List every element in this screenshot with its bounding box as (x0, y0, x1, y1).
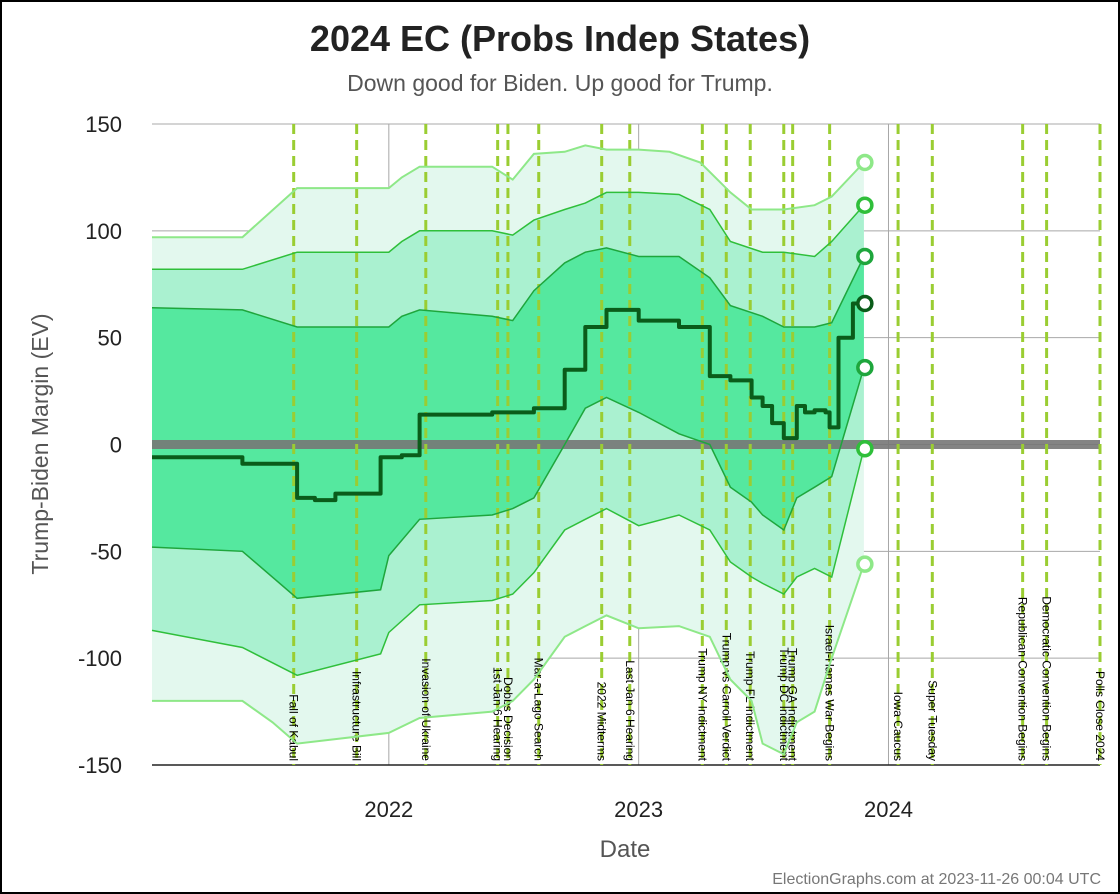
event-label: Mar-a-Lago Search (532, 658, 546, 761)
event-label: Trump NY Indictment (695, 648, 709, 761)
y-tick-label: -150 (78, 753, 122, 778)
chart-subtitle: Down good for Biden. Up good for Trump. (347, 70, 773, 96)
x-tick-label: 2023 (614, 797, 663, 822)
event-label: 2022 Midterms (595, 682, 609, 761)
event-label: Trump FL Indictment (743, 651, 757, 761)
event-label: Israel-Hamas War Begins (823, 625, 837, 761)
y-tick-label: 100 (85, 219, 122, 244)
event-label: Trump vs Carroll Verdict (719, 633, 733, 762)
event-label: Trump GA Indictment (786, 648, 800, 762)
endpoint-marker (856, 247, 874, 266)
center-margin-line (152, 301, 864, 503)
y-tick-label: 50 (98, 326, 122, 351)
endpoint-marker (856, 153, 874, 172)
x-tick-labels: 2022 2023 2024 (364, 797, 913, 822)
event-label: Republican Convention Begins (1016, 597, 1030, 761)
endpoint-marker (856, 196, 874, 214)
endpoint-marker (856, 358, 874, 377)
upper-inner-line (151, 247, 865, 328)
y-tick-label: -100 (78, 646, 122, 671)
upper-mid-line (152, 191, 865, 271)
event-label: Polls Close 2024 (1093, 671, 1107, 761)
lower-mid-line (151, 448, 865, 677)
y-tick-label: -50 (90, 539, 122, 564)
endpoint-markers (856, 153, 874, 573)
lower-inner-line (151, 367, 865, 600)
band-inner (152, 247, 864, 599)
event-label: Dobbs Decision (501, 677, 515, 761)
event-label: Iowa Caucus (891, 692, 905, 761)
event-label: Last Jan 6 Hearing (623, 660, 637, 761)
lower-outer-line (152, 563, 865, 756)
endpoint-marker (856, 440, 874, 458)
y-tick-label: 0 (110, 433, 122, 458)
event-label: Invasion of Ukraine (419, 658, 433, 761)
y-tick-label: 150 (85, 112, 122, 137)
event-label: Fall of Kabul (287, 694, 301, 761)
event-label: Super Tuesday (925, 680, 939, 761)
upper-outer-line (152, 144, 865, 239)
event-label: Democratic Convention Begins (1040, 596, 1054, 761)
x-tick-label: 2022 (364, 797, 413, 822)
event-label: Trump DC Indictment (777, 647, 791, 761)
band-lines (151, 144, 865, 756)
y-tick-labels: 150 100 50 0 -50 -100 -150 (78, 112, 122, 778)
endpoint-marker (856, 294, 874, 313)
footer-credit: ElectionGraphs.com at 2023-11-26 00:04 U… (772, 871, 1101, 888)
event-label: Infrastructure Bill (350, 671, 364, 761)
endpoint-marker (856, 555, 874, 573)
x-axis-label: Date (600, 836, 651, 863)
event-label: 1st Jan 6 Hearing (491, 667, 505, 761)
y-axis-label: Trump-Biden Margin (EV) (27, 313, 53, 574)
chart-title: 2024 EC (Probs Indep States) (310, 18, 810, 59)
x-tick-label: 2024 (864, 797, 913, 822)
